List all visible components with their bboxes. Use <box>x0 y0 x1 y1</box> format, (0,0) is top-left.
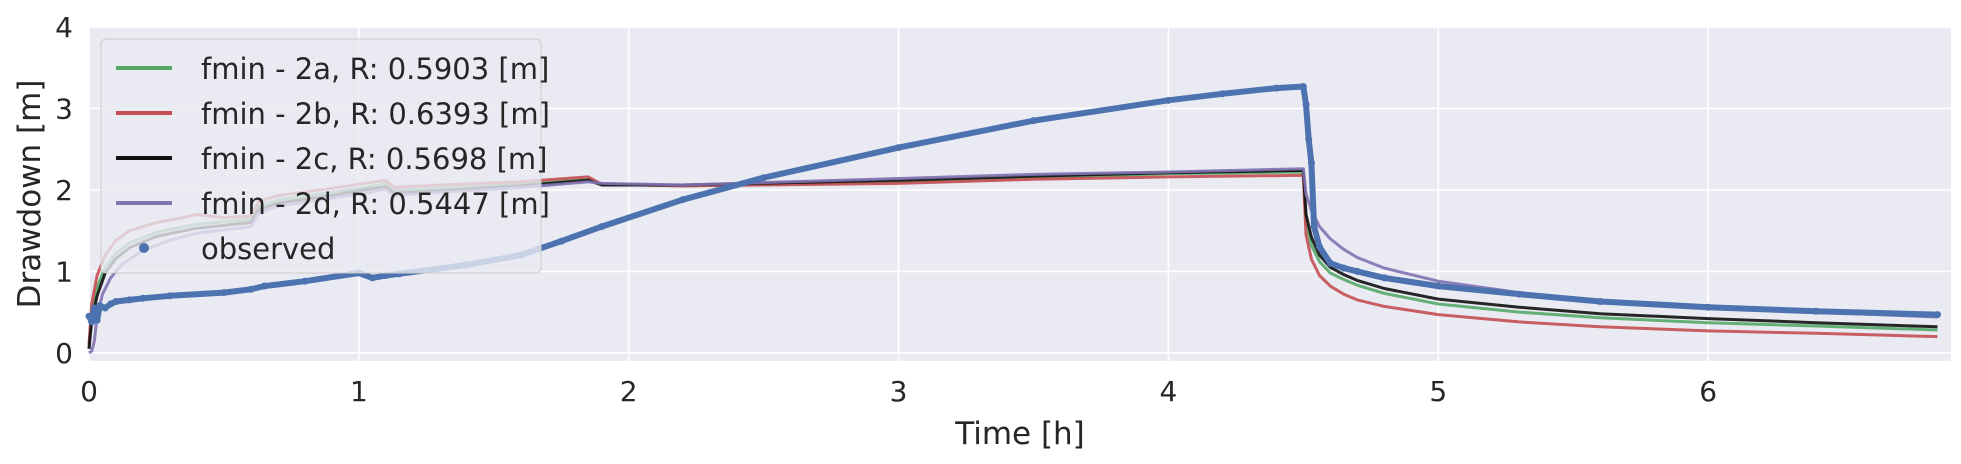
observed-point <box>1515 290 1523 298</box>
observed-point <box>1164 96 1172 104</box>
observed-point <box>1310 223 1318 231</box>
observed-point <box>1353 267 1361 275</box>
y-tick-label: 3 <box>55 92 73 125</box>
x-tick-label: 1 <box>350 375 368 408</box>
observed-point <box>1812 307 1820 315</box>
observed-point <box>101 304 109 312</box>
observed-point <box>598 223 606 231</box>
observed-point <box>1029 117 1037 125</box>
observed-point <box>88 318 96 326</box>
observed-point <box>1380 274 1388 282</box>
tick-labels: 0 1 2 3 4 5 6 0 1 2 3 4 <box>55 11 1717 408</box>
observed-point <box>1934 311 1942 319</box>
observed-point <box>139 294 147 302</box>
legend-box <box>100 38 542 274</box>
legend-label: fmin - 2a, R: 0.5903 [m] <box>201 52 549 86</box>
x-tick-label: 6 <box>1699 375 1717 408</box>
observed-point <box>760 174 768 182</box>
y-tick-label: 1 <box>55 255 73 288</box>
legend-label: fmin - 2c, R: 0.5698 [m] <box>201 142 547 176</box>
observed-point <box>85 312 93 320</box>
observed-point <box>1307 159 1315 167</box>
legend-label: observed <box>201 232 335 266</box>
x-axis-title: Time [h] <box>954 416 1085 452</box>
observed-point <box>895 144 903 152</box>
observed-point <box>93 316 101 324</box>
observed-point <box>1704 303 1712 311</box>
legend-marker-observed <box>139 243 149 253</box>
observed-point <box>96 302 104 310</box>
observed-point <box>1434 282 1442 290</box>
observed-point <box>382 271 390 279</box>
y-axis-title: Drawdown [m] <box>12 80 48 309</box>
y-tick-label: 4 <box>55 11 73 44</box>
series-observed <box>86 83 1941 325</box>
x-tick-label: 5 <box>1429 375 1447 408</box>
observed-point <box>220 289 228 297</box>
x-tick-label: 4 <box>1160 375 1178 408</box>
observed-point <box>1305 135 1313 143</box>
x-tick-label: 3 <box>890 375 908 408</box>
x-tick-label: 2 <box>620 375 638 408</box>
observed-point <box>557 237 565 245</box>
observed-point <box>247 285 255 293</box>
legend-label: fmin - 2b, R: 0.6393 [m] <box>201 97 550 131</box>
observed-point <box>301 277 309 285</box>
legend: fmin - 2a, R: 0.5903 [m] fmin - 2b, R: 0.… <box>100 38 550 274</box>
observed-point <box>1316 243 1324 251</box>
observed-point <box>1299 82 1307 90</box>
observed-point <box>125 296 133 304</box>
x-tick-label: 0 <box>80 375 98 408</box>
observed-point <box>1272 84 1280 92</box>
y-tick-label: 0 <box>55 337 73 370</box>
observed-point <box>1326 259 1334 267</box>
observed-point <box>1218 90 1226 98</box>
observed-point <box>1302 100 1310 108</box>
observed-point <box>1596 298 1604 306</box>
observed-point <box>112 298 120 306</box>
observed-point <box>90 304 98 312</box>
observed-point <box>679 196 687 204</box>
observed-point <box>107 300 115 308</box>
legend-label: fmin - 2d, R: 0.5447 [m] <box>201 187 550 221</box>
observed-point <box>1340 264 1348 272</box>
observed-point <box>368 274 376 282</box>
observed-point <box>260 282 268 290</box>
y-tick-label: 2 <box>55 174 73 207</box>
observed-point <box>166 292 174 300</box>
